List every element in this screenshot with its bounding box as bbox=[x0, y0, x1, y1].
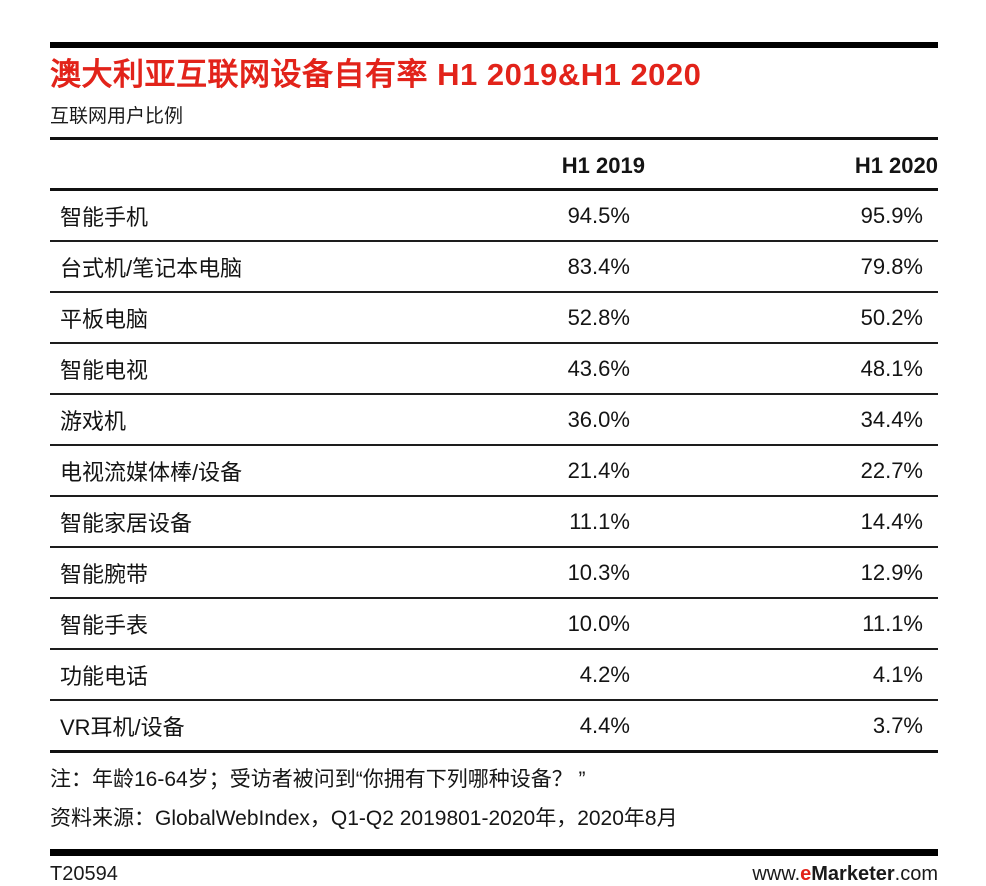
device-name: 智能家居设备 bbox=[50, 495, 388, 548]
column-header-h1-2020: H1 2020 bbox=[644, 139, 938, 191]
value-h1-2020: 95.9% bbox=[644, 189, 938, 242]
bottom-rule bbox=[50, 848, 938, 856]
website-prefix: www. bbox=[752, 862, 801, 885]
table-row: 电视流媒体棒/设备 21.4% 22.7% bbox=[50, 444, 938, 497]
value-h1-2020: 12.9% bbox=[644, 546, 938, 599]
website-brand: Marketer bbox=[811, 862, 895, 885]
device-name: 智能电视 bbox=[50, 342, 388, 395]
column-header-h1-2019: H1 2019 bbox=[387, 139, 645, 191]
value-h1-2020: 14.4% bbox=[644, 495, 938, 548]
device-name: 功能电话 bbox=[50, 648, 388, 701]
table-row: 智能手机 94.5% 95.9% bbox=[50, 189, 938, 242]
value-h1-2019: 10.3% bbox=[387, 546, 645, 599]
device-name: 智能手机 bbox=[50, 189, 388, 242]
value-h1-2020: 22.7% bbox=[644, 444, 938, 497]
table-row: 智能家居设备 11.1% 14.4% bbox=[50, 495, 938, 548]
page-subtitle: 互联网用户比例 bbox=[50, 105, 184, 127]
website-accent-e: e bbox=[800, 862, 812, 885]
table-row: 游戏机 36.0% 34.4% bbox=[50, 393, 938, 446]
device-name: 智能腕带 bbox=[50, 546, 388, 599]
device-name: 电视流媒体棒/设备 bbox=[50, 444, 388, 497]
table-row: 智能电视 43.6% 48.1% bbox=[50, 342, 938, 395]
value-h1-2020: 50.2% bbox=[644, 291, 938, 344]
website-suffix: .com bbox=[894, 862, 938, 885]
table-header-row: H1 2019 H1 2020 bbox=[50, 139, 938, 191]
report-page: 澳大利亚互联网设备自有率 H1 2019&H1 2020 互联网用户比例 H1 … bbox=[50, 42, 938, 885]
value-h1-2020: 11.1% bbox=[644, 597, 938, 650]
table-row: VR耳机/设备 4.4% 3.7% bbox=[50, 699, 938, 753]
value-h1-2020: 79.8% bbox=[644, 240, 938, 293]
subtitle-rule bbox=[50, 136, 938, 140]
table-row: 智能腕带 10.3% 12.9% bbox=[50, 546, 938, 599]
device-name: 台式机/笔记本电脑 bbox=[50, 240, 388, 293]
value-h1-2019: 94.5% bbox=[387, 189, 645, 242]
table-row: 功能电话 4.2% 4.1% bbox=[50, 648, 938, 701]
value-h1-2020: 48.1% bbox=[644, 342, 938, 395]
table-row: 台式机/笔记本电脑 83.4% 79.8% bbox=[50, 240, 938, 293]
footer: T20594 www.eMarketer.com bbox=[50, 863, 938, 886]
footnote: 注：年龄16-64岁；受访者被问到“你拥有下列哪种设备？ ” bbox=[50, 767, 586, 791]
table-header: H1 2019 H1 2020 bbox=[50, 139, 938, 191]
value-h1-2019: 4.4% bbox=[387, 699, 645, 753]
value-h1-2019: 43.6% bbox=[387, 342, 645, 395]
device-ownership-table: H1 2019 H1 2020 智能手机 94.5% 95.9% 台式机/笔记本电脑 8… bbox=[50, 139, 938, 753]
page-title: 澳大利亚互联网设备自有率 H1 2019&H1 2020 bbox=[50, 57, 702, 92]
value-h1-2019: 36.0% bbox=[387, 393, 645, 446]
device-name: VR耳机/设备 bbox=[50, 699, 388, 753]
emarketer-website: www.eMarketer.com bbox=[752, 863, 938, 886]
device-name: 智能手表 bbox=[50, 597, 388, 650]
value-h1-2019: 11.1% bbox=[387, 495, 645, 548]
device-name: 平板电脑 bbox=[50, 291, 388, 344]
value-h1-2019: 10.0% bbox=[387, 597, 645, 650]
value-h1-2020: 3.7% bbox=[644, 699, 938, 753]
chart-id: T20594 bbox=[50, 862, 118, 885]
device-name: 游戏机 bbox=[50, 393, 388, 446]
value-h1-2019: 4.2% bbox=[387, 648, 645, 701]
value-h1-2020: 34.4% bbox=[644, 393, 938, 446]
table-row: 智能手表 10.0% 11.1% bbox=[50, 597, 938, 650]
source-line: 资料来源：GlobalWebIndex，Q1-Q2 2019801-2020年，… bbox=[50, 807, 678, 831]
value-h1-2019: 52.8% bbox=[387, 291, 645, 344]
value-h1-2019: 21.4% bbox=[387, 444, 645, 497]
table-row: 平板电脑 52.8% 50.2% bbox=[50, 291, 938, 344]
value-h1-2020: 4.1% bbox=[644, 648, 938, 701]
value-h1-2019: 83.4% bbox=[387, 240, 645, 293]
top-rule bbox=[50, 42, 938, 48]
table-body: 智能手机 94.5% 95.9% 台式机/笔记本电脑 83.4% 79.8% 平板电脑 52.… bbox=[50, 189, 938, 753]
column-header-device bbox=[50, 139, 388, 191]
